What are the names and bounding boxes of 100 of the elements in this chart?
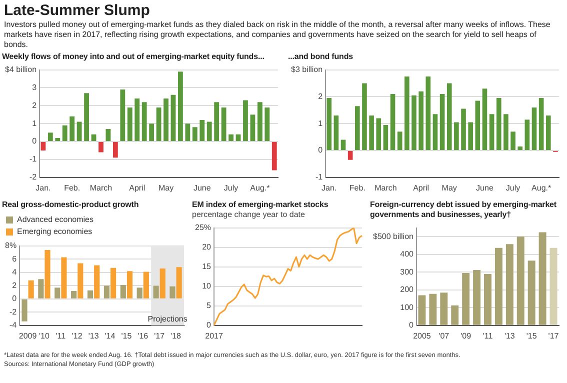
x-tick-label: March xyxy=(374,183,397,192)
y-tick-label: $500 billion xyxy=(372,232,414,241)
bar xyxy=(178,72,183,142)
bar xyxy=(71,290,77,298)
bar xyxy=(355,106,360,150)
y-tick-label: 100 xyxy=(400,302,414,312)
chart-subtitle: percentage change year to date xyxy=(192,210,306,220)
bar xyxy=(62,125,68,142)
bar xyxy=(550,248,558,325)
bar xyxy=(106,128,111,142)
bar xyxy=(482,88,488,150)
bar xyxy=(348,151,353,160)
x-tick-label: '15 xyxy=(121,331,132,340)
y-tick-label: $3 billion xyxy=(291,65,323,74)
x-tick-label: '07 xyxy=(438,331,450,340)
bar xyxy=(44,250,50,298)
y-tick-label: 1 xyxy=(318,118,324,128)
x-tick-label: July xyxy=(506,183,520,192)
x-tick-label: 2017 xyxy=(205,331,224,340)
x-tick-label: April xyxy=(413,183,430,192)
bar xyxy=(418,295,426,325)
x-tick-label: '13 xyxy=(504,331,516,340)
bar xyxy=(454,122,459,150)
bar xyxy=(484,274,492,325)
bar xyxy=(170,286,176,298)
bar xyxy=(326,98,332,150)
x-tick-label: '18 xyxy=(170,331,182,340)
bar xyxy=(70,116,75,142)
bar xyxy=(61,257,67,298)
bar xyxy=(48,132,53,142)
x-tick-label: 2005 xyxy=(413,331,432,340)
x-tick-label: '15 xyxy=(526,331,538,340)
bar xyxy=(446,83,452,150)
bar xyxy=(451,305,459,325)
bar xyxy=(496,98,502,150)
x-tick-label: Jan. xyxy=(322,183,337,192)
x-tick-label: '11 xyxy=(56,331,66,340)
x-tick-label: 2009 xyxy=(18,331,38,340)
bar xyxy=(28,280,34,298)
bar xyxy=(440,94,445,150)
text: Late-Summer Slump xyxy=(4,2,150,19)
bar xyxy=(40,142,46,150)
x-tick-label: June xyxy=(193,183,212,192)
bar xyxy=(369,116,374,150)
bar xyxy=(494,248,502,325)
x-tick-label: May xyxy=(158,183,174,192)
bar xyxy=(429,294,437,325)
y-tick-label: -2 xyxy=(29,172,38,182)
bar xyxy=(78,263,84,298)
bar xyxy=(340,140,346,150)
bar xyxy=(164,98,168,142)
bar xyxy=(94,265,100,298)
bar xyxy=(510,132,516,150)
bar xyxy=(176,267,182,298)
band-label: Projections xyxy=(148,314,188,324)
bar xyxy=(426,76,431,150)
bar xyxy=(404,76,410,150)
bar xyxy=(461,108,466,150)
bar xyxy=(440,292,448,325)
bar xyxy=(473,270,481,325)
bar xyxy=(142,102,147,142)
bar xyxy=(518,146,522,150)
bar xyxy=(104,286,110,298)
y-tick-label: 400 xyxy=(400,250,414,259)
x-tick-label: '13 xyxy=(88,331,100,340)
y-tick-label: 200 xyxy=(400,285,414,294)
bar xyxy=(134,98,140,142)
bar xyxy=(390,94,396,150)
bar xyxy=(127,107,132,142)
x-tick-label: March xyxy=(90,183,112,192)
chart-title: Weekly flows of money into and out of emerging-market equity funds... xyxy=(2,52,266,62)
x-tick-label: Feb. xyxy=(64,183,80,192)
bar xyxy=(87,290,94,298)
bar xyxy=(160,268,166,298)
legend-label: Advanced economies xyxy=(17,215,94,224)
y-tick-label: 1 xyxy=(32,118,38,128)
bar xyxy=(120,285,126,298)
x-tick-label: '17 xyxy=(548,331,560,340)
bar xyxy=(84,93,89,142)
bar xyxy=(264,107,270,142)
x-tick-label: '16 xyxy=(138,331,149,340)
bar xyxy=(112,142,118,158)
bar xyxy=(383,124,388,150)
bar xyxy=(170,94,176,142)
bar xyxy=(214,102,220,142)
bar xyxy=(153,286,159,298)
y-tick-label: 2 xyxy=(318,92,324,101)
y-tick-label: 0 xyxy=(206,320,212,330)
legend-label: Emerging economies xyxy=(17,227,92,236)
y-tick-label: -1 xyxy=(29,154,38,164)
bar xyxy=(120,90,126,142)
bar xyxy=(516,236,524,325)
bar xyxy=(156,107,162,142)
x-tick-label: July xyxy=(224,183,238,192)
bar xyxy=(528,260,536,325)
x-tick-label: Aug.* xyxy=(532,183,552,192)
chart-title: ...and bond funds xyxy=(288,52,354,62)
bar xyxy=(272,142,277,170)
bar xyxy=(475,100,480,150)
bar xyxy=(149,124,154,142)
